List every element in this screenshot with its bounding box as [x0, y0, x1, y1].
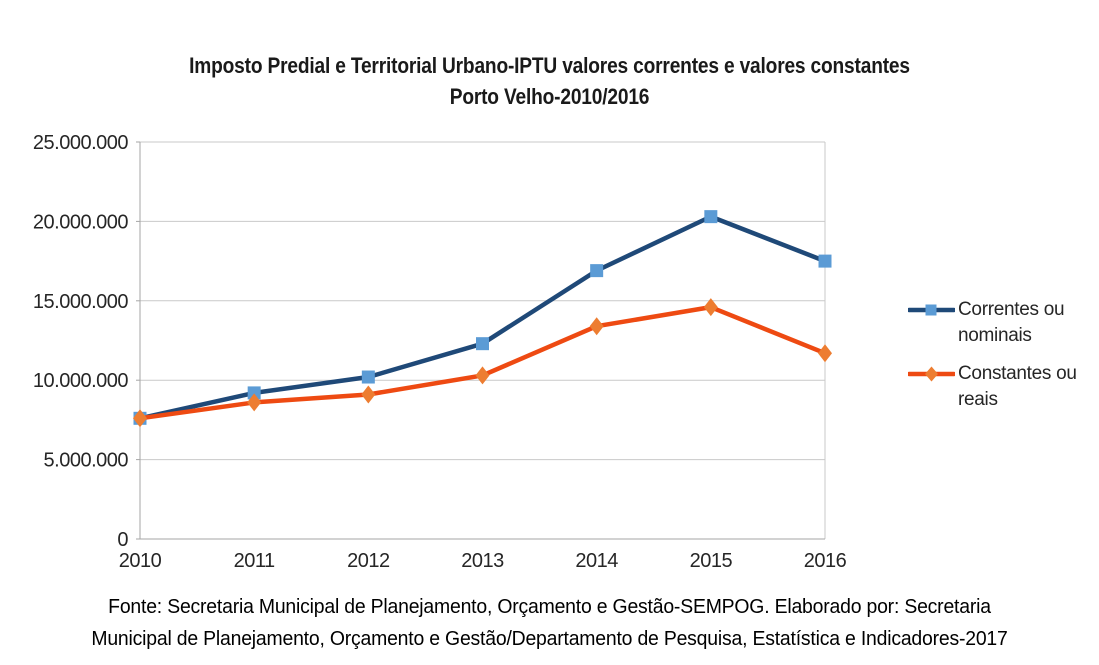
diamond-marker: [818, 344, 832, 363]
chart-title-line-2: Porto Velho-2010/2016: [449, 84, 650, 109]
y-tick-label: 0: [117, 529, 128, 551]
legend-label-constantes: Constantes ou reais: [958, 363, 1077, 410]
diamond-marker: [589, 317, 604, 336]
chart-source-line-2: Municipal de Planejamento, Orçamento e G…: [91, 628, 1008, 650]
square-marker: [704, 210, 718, 224]
legend-item-constantes: Constantes ou reais: [908, 361, 1098, 413]
x-tick-label: 2013: [461, 550, 504, 572]
y-tick-label: 25.000.000: [33, 132, 128, 154]
diamond-marker: [247, 393, 262, 412]
y-tick-label: 20.000.000: [33, 211, 128, 233]
diamond-marker: [703, 298, 718, 317]
x-tick-label: 2015: [690, 550, 733, 572]
legend-label-correntes: Correntes ou nominais: [958, 299, 1065, 346]
square-marker: [818, 254, 832, 268]
y-tick-label: 10.000.000: [33, 370, 128, 392]
chart-title: Imposto Predial e Territorial Urbano-IPT…: [71, 50, 1027, 112]
legend-sample-square: [925, 304, 937, 316]
chart-source-line-1: Fonte: Secretaria Municipal de Planejame…: [108, 596, 991, 618]
x-tick-label: 2016: [804, 550, 847, 572]
line-chart-plot-area: 0 5.000.000 10.000.000 15.000.000 20.000.000…: [33, 132, 847, 572]
diamond-marker: [133, 409, 147, 428]
chart-source-note: Fonte: Secretaria Municipal de Planejame…: [16, 591, 1082, 655]
y-tick-label: 5.000.000: [44, 450, 129, 472]
legend-sample-diamond: [925, 366, 938, 382]
square-marker: [361, 370, 375, 384]
series-line-correntes: [137, 214, 828, 421]
legend-marker-constantes-icon: [908, 366, 955, 382]
square-marker: [247, 386, 261, 400]
legend-item-correntes: Correntes ou nominais: [908, 297, 1098, 349]
x-tick-label: 2012: [347, 550, 390, 572]
diamond-marker: [361, 385, 376, 404]
x-tick-label: 2011: [234, 550, 275, 572]
chart-legend: Correntes ou nominais Constantes ou reai…: [908, 297, 1098, 425]
y-tick-label: 15.000.000: [33, 291, 128, 313]
series-line-constantes: [137, 304, 828, 421]
legend-marker-correntes-icon: [908, 304, 955, 316]
diamond-marker: [475, 366, 490, 385]
square-marker: [476, 337, 489, 351]
x-tick-label: 2014: [575, 550, 618, 572]
x-tick-label: 2010: [119, 550, 162, 572]
chart-title-line-1: Imposto Predial e Territorial Urbano-IPT…: [189, 53, 910, 78]
square-marker: [590, 264, 604, 278]
